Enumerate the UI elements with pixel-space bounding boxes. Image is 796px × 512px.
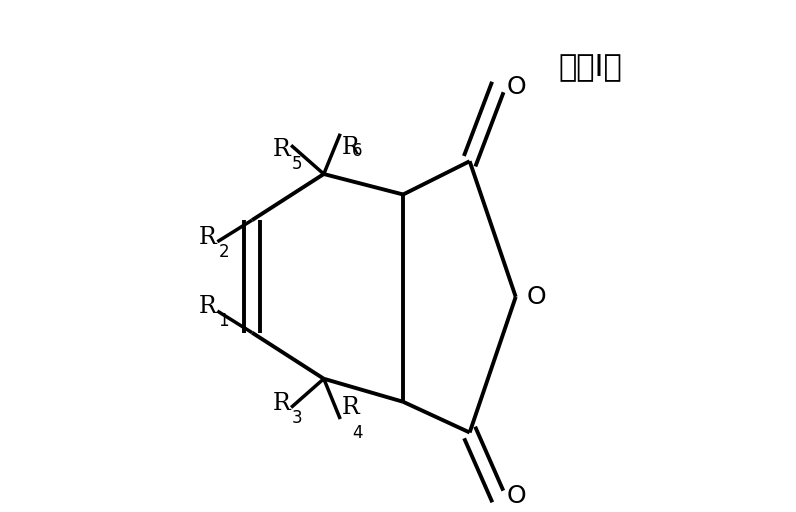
Text: R: R <box>272 392 290 415</box>
Text: O: O <box>527 285 547 309</box>
Text: R: R <box>341 136 360 159</box>
Text: R: R <box>341 396 360 419</box>
Text: R: R <box>199 226 217 249</box>
Text: 2: 2 <box>218 243 229 261</box>
Text: R: R <box>199 295 217 318</box>
Text: 6: 6 <box>352 142 362 160</box>
Text: 1: 1 <box>218 312 229 330</box>
Text: O: O <box>507 75 527 99</box>
Text: O: O <box>507 484 527 508</box>
Text: R: R <box>272 138 290 161</box>
Text: 式（I）: 式（I） <box>558 52 622 81</box>
Text: 4: 4 <box>352 424 362 442</box>
Text: 3: 3 <box>292 409 302 426</box>
Text: 5: 5 <box>292 155 302 173</box>
